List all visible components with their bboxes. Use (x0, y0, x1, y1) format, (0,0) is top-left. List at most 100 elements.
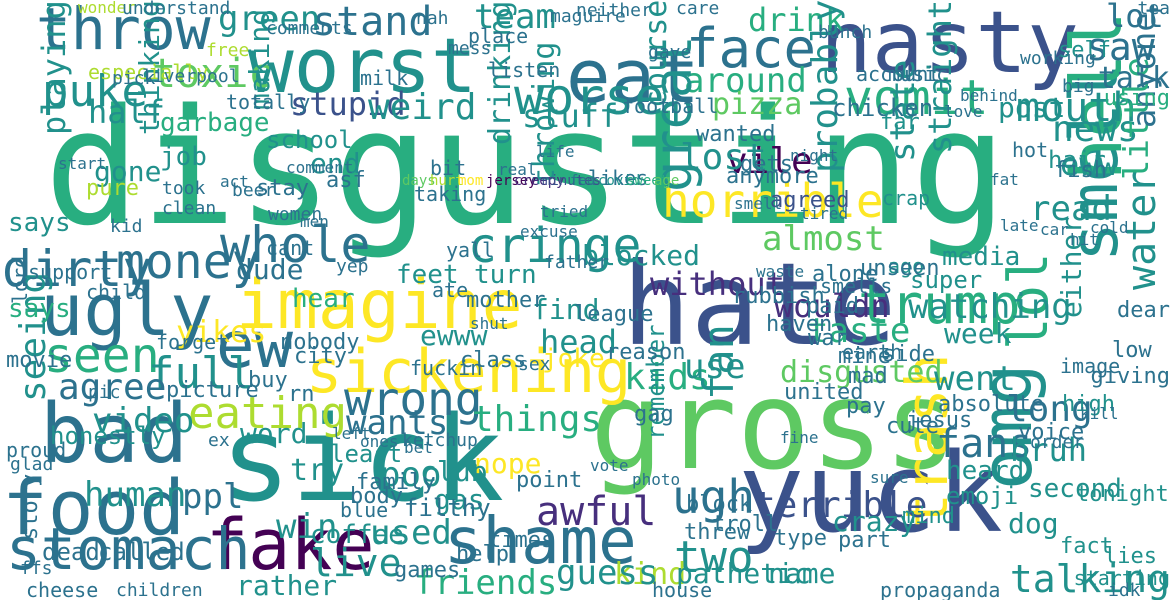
cloud-word: love (944, 102, 983, 121)
cloud-word: vile (726, 141, 813, 182)
cloud-word: mess (448, 38, 492, 59)
cloud-word: kid (110, 216, 143, 237)
cloud-word: glad (10, 454, 54, 475)
cloud-word: sure (870, 468, 909, 487)
cloud-word: cute (886, 414, 939, 439)
cloud-word: face (686, 17, 817, 80)
cloud-word: gets (740, 152, 793, 177)
cloud-word: gave (648, 42, 692, 63)
cloud-word: gross (590, 355, 958, 497)
cloud-word: mind (902, 504, 955, 529)
cloud-word: says (8, 294, 71, 324)
cloud-word: movie (6, 348, 73, 373)
cloud-word: feet (396, 260, 459, 290)
cloud-word: around (684, 61, 807, 101)
cloud-word: music (888, 62, 949, 86)
cloud-word: listen (488, 58, 561, 82)
cloud-word: pay (846, 394, 886, 419)
cloud-word: taste (808, 311, 911, 351)
cloud-word: ugly (40, 268, 214, 352)
cloud-word: stay (256, 176, 309, 201)
cloud-word: part (838, 528, 891, 553)
cloud-word: disgusting (44, 74, 1008, 261)
cloud-word: high (1062, 392, 1115, 417)
cloud-word: free (206, 40, 250, 61)
cloud-word: use (684, 347, 746, 387)
cloud-word: ew (216, 309, 294, 383)
cloud-word: cold (1090, 218, 1129, 237)
cloud-word: talking (1009, 557, 1170, 600)
cloud-word: working (1020, 48, 1096, 69)
cloud-word: heard (946, 456, 1025, 486)
cloud-word: garbage (160, 108, 270, 138)
cloud-word: guess (556, 553, 659, 593)
cloud-word: live (310, 541, 402, 585)
cloud-word: read (1030, 189, 1112, 229)
cloud-word: win (276, 507, 338, 547)
cloud-word: totally (226, 90, 311, 114)
cloud-word: school (266, 126, 353, 154)
cloud-word: green (218, 0, 321, 39)
cloud-word: house (652, 578, 713, 600)
cloud-word: super (910, 266, 983, 294)
cloud-word: forget (156, 330, 229, 354)
cloud-word: bunch (818, 22, 873, 43)
cloud-word: post (998, 91, 1066, 124)
cloud-word: hate (622, 238, 897, 371)
cloud-word: tired (800, 204, 849, 223)
cloud-word: late (1000, 216, 1039, 235)
cloud-word: turn (474, 260, 537, 290)
cloud-word: absolute (938, 392, 1044, 417)
cloud-word: worst (248, 21, 477, 110)
cloud-word: agreed (770, 188, 850, 213)
cloud-word: child (86, 280, 147, 304)
cloud-word: lies (1104, 544, 1157, 569)
cloud-word: pure (86, 176, 139, 201)
cloud-word: fans (936, 421, 1033, 467)
cloud-word: week (944, 317, 1012, 350)
cloud-word: gas (434, 483, 485, 516)
cloud-word: eww (1060, 145, 1118, 183)
cloud-word: help (456, 542, 509, 567)
cloud-word: poor (380, 455, 462, 495)
cloud-word: asf (326, 168, 366, 193)
cloud-word: unseen (860, 256, 940, 281)
cloud-word: city (294, 344, 347, 369)
cloud-word: liverpool (142, 66, 240, 87)
cloud-word: sick (220, 390, 505, 528)
cloud-word: using (1103, 86, 1170, 111)
cloud-word: fed (570, 173, 596, 189)
cloud-word: dear (1117, 298, 1170, 323)
cloud-word: behind (960, 86, 1018, 105)
cloud-word: saw (1086, 25, 1155, 69)
cloud-word: throw (36, 0, 211, 63)
cloud-word: weird (368, 87, 477, 128)
cloud-word: least (330, 440, 403, 468)
cloud-word: stand (312, 0, 433, 45)
cloud-word: tea (1137, 0, 1170, 19)
cloud-word: start (58, 154, 107, 173)
cloud-word: gone (94, 155, 162, 188)
cloud-word: news (1052, 109, 1139, 150)
cloud-word: times (488, 528, 555, 553)
cloud-word: threw (684, 520, 751, 545)
cloud-word: worse (514, 68, 665, 126)
cloud-word: fine (780, 428, 819, 447)
cloud-word: shame (444, 505, 637, 579)
cloud-word: war (808, 326, 848, 351)
cloud-word: smell (734, 194, 783, 213)
cloud-word: disgusted (780, 355, 943, 390)
cloud-word: proud (6, 438, 67, 462)
cloud-word: whole (220, 216, 371, 274)
cloud-word: ppl (182, 477, 244, 517)
cloud-word: picture (166, 378, 259, 403)
cloud-word: bet (404, 438, 433, 457)
cloud-word: filthy (404, 494, 491, 522)
cloud-word: playing (35, 0, 73, 135)
cloud-word: sweet (626, 173, 669, 189)
cloud-word: toxic (152, 51, 273, 97)
cloud-word: yep (336, 256, 369, 277)
cloud-word: joke (542, 344, 605, 374)
cloud-word: crap (882, 186, 931, 210)
cloud-word: smells (820, 274, 893, 298)
